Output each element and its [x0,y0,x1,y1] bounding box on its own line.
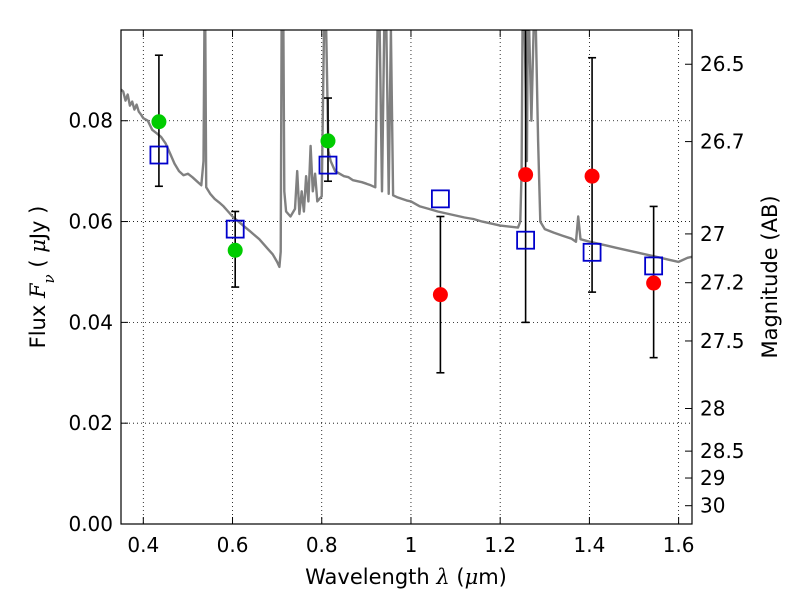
x-axis-label: Wavelength λ (μm) [305,565,507,589]
y2-axis-label: Magnitude (AB) [758,195,782,358]
x-tick-label: 0.8 [306,533,338,557]
y-axis-label: Flux Fν ( μJy ) [26,206,58,349]
x-tick-label: 1.2 [484,533,516,557]
model-point-square [225,219,245,239]
y-tick-label: 0.02 [68,411,113,435]
y2-tick-label: 30 [700,494,725,518]
data-point-circle [227,242,243,258]
y-tick-label: 0.08 [68,109,113,133]
y2-tick-label: 26.5 [700,52,745,76]
y2-tick-label: 27.5 [700,329,745,353]
y2-tick-label: 29 [700,466,725,490]
y-tick-label: 0.06 [68,210,113,234]
plot-area [121,30,692,374]
model-point-square [644,256,664,276]
model-point-square [516,230,536,250]
x-tick-label: 1.4 [573,533,605,557]
axis-ticks: 0.4 0.6 0.8 1 1.2 1.4 1.6 0.00 0.02 0.04 0.06 0.08 2… [68,30,745,557]
data-point-circle [151,114,167,130]
x-tick-label: 1 [405,533,418,557]
model-point-square [318,155,338,175]
model-spectrum-line [121,30,692,269]
data-point-circle [432,287,448,303]
y-tick-label: 0.04 [68,310,113,334]
y2-tick-label: 26.7 [700,130,745,154]
model-point-square [582,242,602,262]
plot-frame [120,29,693,525]
data-point-circle [518,167,534,183]
y2-tick-label: 28 [700,397,725,421]
y2-tick-label: 28.5 [700,439,745,463]
model-point-square [149,145,169,165]
model-point-square [431,189,450,209]
data-point-circle [646,275,662,291]
data-point-circle [584,168,600,184]
y-tick-label: 0.00 [68,512,113,536]
x-tick-label: 0.4 [127,533,159,557]
data-point-circle [320,133,336,149]
x-tick-label: 0.6 [217,533,249,557]
y2-tick-label: 27.2 [700,271,745,295]
x-tick-label: 1.6 [663,533,695,557]
y2-tick-label: 27 [700,222,725,246]
